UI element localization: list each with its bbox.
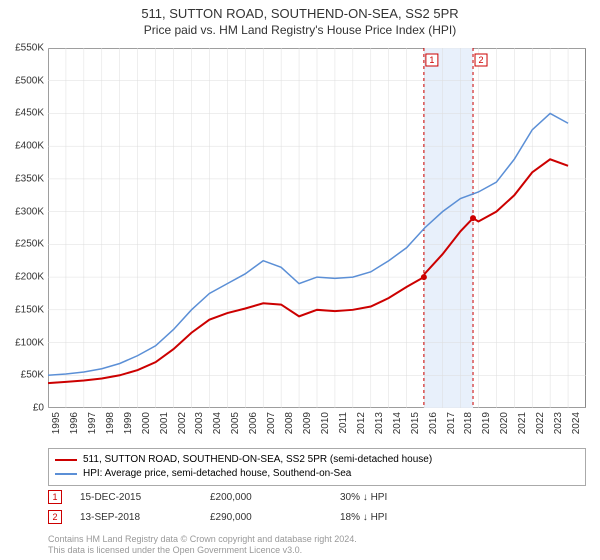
- y-axis-label: £500K: [0, 75, 44, 86]
- legend-swatch: [55, 473, 77, 475]
- x-axis-label: 1999: [123, 412, 125, 434]
- x-axis-label: 1998: [105, 412, 107, 434]
- sale-delta: 30% ↓ HPI: [340, 492, 387, 503]
- x-axis-label: 2012: [356, 412, 358, 434]
- chart-subtitle: Price paid vs. HM Land Registry's House …: [0, 21, 600, 41]
- footer-line-1: Contains HM Land Registry data © Crown c…: [48, 534, 357, 545]
- x-axis-label: 2009: [302, 412, 304, 434]
- x-axis-label: 1997: [87, 412, 89, 434]
- y-axis-label: £450K: [0, 108, 44, 119]
- x-axis-label: 2023: [553, 412, 555, 434]
- x-axis-label: 2003: [194, 412, 196, 434]
- y-axis-label: £400K: [0, 141, 44, 152]
- y-axis-label: £300K: [0, 206, 44, 217]
- legend-label: 511, SUTTON ROAD, SOUTHEND-ON-SEA, SS2 5…: [83, 453, 432, 467]
- x-axis-label: 2022: [535, 412, 537, 434]
- y-axis-label: £0: [0, 403, 44, 414]
- sale-marker-box: 1: [48, 490, 62, 504]
- sale-row: 1 15-DEC-2015£200,00030% ↓ HPI: [48, 490, 586, 504]
- legend-swatch: [55, 459, 77, 461]
- footer-line-2: This data is licensed under the Open Gov…: [48, 545, 357, 556]
- sale-price: £290,000: [210, 512, 340, 523]
- x-axis-label: 2014: [392, 412, 394, 434]
- x-axis-label: 2010: [320, 412, 322, 434]
- x-axis-label: 2016: [428, 412, 430, 434]
- svg-text:2: 2: [479, 55, 484, 65]
- sale-date: 13-SEP-2018: [80, 512, 210, 523]
- x-axis-label: 1995: [51, 412, 53, 434]
- y-axis-label: £150K: [0, 304, 44, 315]
- chart-plot: 12: [48, 48, 586, 408]
- sale-row: 2 13-SEP-2018£290,00018% ↓ HPI: [48, 510, 586, 524]
- x-axis-label: 2008: [284, 412, 286, 434]
- y-axis-label: £250K: [0, 239, 44, 250]
- y-axis-label: £550K: [0, 43, 44, 54]
- x-axis-label: 2005: [230, 412, 232, 434]
- x-axis-label: 2019: [481, 412, 483, 434]
- x-axis-label: 2004: [212, 412, 214, 434]
- footer: Contains HM Land Registry data © Crown c…: [48, 534, 357, 556]
- svg-text:1: 1: [429, 55, 434, 65]
- x-axis-label: 2007: [266, 412, 268, 434]
- x-axis-label: 2000: [141, 412, 143, 434]
- chart-title: 511, SUTTON ROAD, SOUTHEND-ON-SEA, SS2 5…: [0, 0, 600, 21]
- x-axis-label: 2021: [517, 412, 519, 434]
- legend-label: HPI: Average price, semi-detached house,…: [83, 467, 351, 481]
- x-axis-label: 2011: [338, 412, 340, 434]
- x-axis-label: 2015: [410, 412, 412, 434]
- y-axis-label: £100K: [0, 337, 44, 348]
- sale-date: 15-DEC-2015: [80, 492, 210, 503]
- sale-price: £200,000: [210, 492, 340, 503]
- legend: 511, SUTTON ROAD, SOUTHEND-ON-SEA, SS2 5…: [48, 448, 586, 486]
- legend-item: 511, SUTTON ROAD, SOUTHEND-ON-SEA, SS2 5…: [55, 453, 579, 467]
- x-axis-label: 2017: [446, 412, 448, 434]
- x-axis-label: 2013: [374, 412, 376, 434]
- x-axis-label: 2018: [463, 412, 465, 434]
- x-axis-label: 2006: [248, 412, 250, 434]
- x-axis-label: 2024: [571, 412, 573, 434]
- x-axis-label: 2002: [177, 412, 179, 434]
- sale-marker-box: 2: [48, 510, 62, 524]
- y-axis-label: £200K: [0, 272, 44, 283]
- sale-delta: 18% ↓ HPI: [340, 512, 387, 523]
- y-axis-label: £350K: [0, 173, 44, 184]
- chart-area: 12 £0£50K£100K£150K£200K£250K£300K£350K£…: [48, 48, 586, 408]
- x-axis-label: 2020: [499, 412, 501, 434]
- y-axis-label: £50K: [0, 370, 44, 381]
- x-axis-label: 1996: [69, 412, 71, 434]
- chart-container: 511, SUTTON ROAD, SOUTHEND-ON-SEA, SS2 5…: [0, 0, 600, 560]
- x-axis-label: 2001: [159, 412, 161, 434]
- legend-item: HPI: Average price, semi-detached house,…: [55, 467, 579, 481]
